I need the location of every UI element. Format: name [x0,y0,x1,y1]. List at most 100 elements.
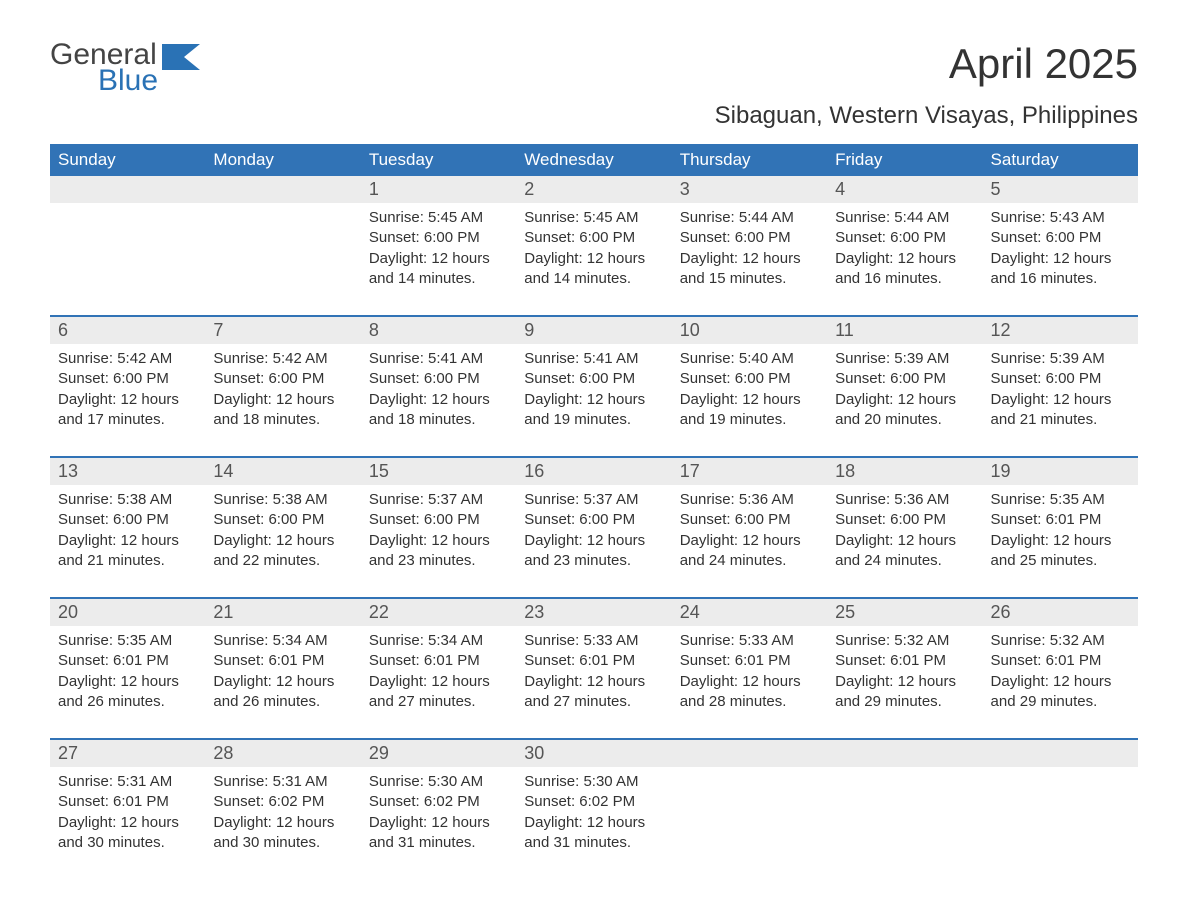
day-cell: Sunrise: 5:39 AMSunset: 6:00 PMDaylight:… [983,344,1138,434]
day-number: 6 [50,317,205,344]
day-cell: Sunrise: 5:45 AMSunset: 6:00 PMDaylight:… [361,203,516,293]
day-number: 24 [672,599,827,626]
sunrise-text: Sunrise: 5:36 AM [835,490,974,510]
day-cell: Sunrise: 5:30 AMSunset: 6:02 PMDaylight:… [361,767,516,857]
daylight-text: Daylight: 12 hours and 18 minutes. [369,390,508,431]
daylight-text: Daylight: 12 hours and 16 minutes. [835,249,974,290]
sunrise-text: Sunrise: 5:35 AM [58,631,197,651]
day-cell: Sunrise: 5:33 AMSunset: 6:01 PMDaylight:… [516,626,671,716]
day-number: 4 [827,176,982,203]
week-block: 13141516171819Sunrise: 5:38 AMSunset: 6:… [50,456,1138,575]
daylight-text: Daylight: 12 hours and 27 minutes. [369,672,508,713]
sunrise-text: Sunrise: 5:31 AM [58,772,197,792]
week-block: 6789101112Sunrise: 5:42 AMSunset: 6:00 P… [50,315,1138,434]
day-cell: Sunrise: 5:41 AMSunset: 6:00 PMDaylight:… [361,344,516,434]
daylight-text: Daylight: 12 hours and 24 minutes. [835,531,974,572]
day-number: 20 [50,599,205,626]
sunrise-text: Sunrise: 5:39 AM [991,349,1130,369]
sunrise-text: Sunrise: 5:43 AM [991,208,1130,228]
day-content-row: Sunrise: 5:31 AMSunset: 6:01 PMDaylight:… [50,767,1138,857]
sunrise-text: Sunrise: 5:44 AM [835,208,974,228]
day-number-row: 20212223242526 [50,599,1138,626]
day-cell: Sunrise: 5:33 AMSunset: 6:01 PMDaylight:… [672,626,827,716]
daylight-text: Daylight: 12 hours and 16 minutes. [991,249,1130,290]
day-cell: Sunrise: 5:37 AMSunset: 6:00 PMDaylight:… [361,485,516,575]
sunset-text: Sunset: 6:01 PM [213,651,352,671]
day-number: 22 [361,599,516,626]
day-cell: Sunrise: 5:36 AMSunset: 6:00 PMDaylight:… [672,485,827,575]
day-cell: Sunrise: 5:44 AMSunset: 6:00 PMDaylight:… [672,203,827,293]
day-number: 25 [827,599,982,626]
daylight-text: Daylight: 12 hours and 24 minutes. [680,531,819,572]
daylight-text: Daylight: 12 hours and 15 minutes. [680,249,819,290]
sunset-text: Sunset: 6:00 PM [369,369,508,389]
day-cell: Sunrise: 5:32 AMSunset: 6:01 PMDaylight:… [983,626,1138,716]
day-number: 12 [983,317,1138,344]
day-cell: Sunrise: 5:31 AMSunset: 6:01 PMDaylight:… [50,767,205,857]
logo-flag-icon [162,44,200,70]
day-number-row: 12345 [50,176,1138,203]
sunrise-text: Sunrise: 5:30 AM [369,772,508,792]
sunrise-text: Sunrise: 5:32 AM [835,631,974,651]
day-number: 23 [516,599,671,626]
day-number: 30 [516,740,671,767]
day-number: 8 [361,317,516,344]
day-content-row: Sunrise: 5:35 AMSunset: 6:01 PMDaylight:… [50,626,1138,716]
daylight-text: Daylight: 12 hours and 30 minutes. [58,813,197,854]
day-cell: Sunrise: 5:44 AMSunset: 6:00 PMDaylight:… [827,203,982,293]
logo-blue: Blue [98,66,158,96]
sunset-text: Sunset: 6:01 PM [835,651,974,671]
day-number: 5 [983,176,1138,203]
day-cell: Sunrise: 5:38 AMSunset: 6:00 PMDaylight:… [50,485,205,575]
day-number [983,740,1138,767]
day-cell: Sunrise: 5:41 AMSunset: 6:00 PMDaylight:… [516,344,671,434]
day-number [672,740,827,767]
day-cell: Sunrise: 5:45 AMSunset: 6:00 PMDaylight:… [516,203,671,293]
day-content-row: Sunrise: 5:45 AMSunset: 6:00 PMDaylight:… [50,203,1138,293]
daylight-text: Daylight: 12 hours and 31 minutes. [524,813,663,854]
page-title: April 2025 [949,40,1138,88]
sunrise-text: Sunrise: 5:34 AM [213,631,352,651]
sunset-text: Sunset: 6:00 PM [524,510,663,530]
daylight-text: Daylight: 12 hours and 20 minutes. [835,390,974,431]
daylight-text: Daylight: 12 hours and 19 minutes. [524,390,663,431]
day-cell: Sunrise: 5:34 AMSunset: 6:01 PMDaylight:… [361,626,516,716]
sunrise-text: Sunrise: 5:38 AM [58,490,197,510]
daylight-text: Daylight: 12 hours and 14 minutes. [369,249,508,290]
sunrise-text: Sunrise: 5:44 AM [680,208,819,228]
sunset-text: Sunset: 6:01 PM [524,651,663,671]
sunrise-text: Sunrise: 5:34 AM [369,631,508,651]
day-cell: Sunrise: 5:35 AMSunset: 6:01 PMDaylight:… [983,485,1138,575]
sunset-text: Sunset: 6:00 PM [835,228,974,248]
week-block: 12345Sunrise: 5:45 AMSunset: 6:00 PMDayl… [50,176,1138,293]
day-number: 14 [205,458,360,485]
week-block: 27282930Sunrise: 5:31 AMSunset: 6:01 PMD… [50,738,1138,857]
daylight-text: Daylight: 12 hours and 23 minutes. [524,531,663,572]
day-cell: Sunrise: 5:39 AMSunset: 6:00 PMDaylight:… [827,344,982,434]
sunrise-text: Sunrise: 5:35 AM [991,490,1130,510]
day-content-row: Sunrise: 5:38 AMSunset: 6:00 PMDaylight:… [50,485,1138,575]
day-number-row: 6789101112 [50,317,1138,344]
day-number: 9 [516,317,671,344]
day-number: 11 [827,317,982,344]
daylight-text: Daylight: 12 hours and 29 minutes. [991,672,1130,713]
sunset-text: Sunset: 6:00 PM [213,369,352,389]
weekday-header: Sunday Monday Tuesday Wednesday Thursday… [50,144,1138,176]
sunset-text: Sunset: 6:00 PM [835,369,974,389]
sunset-text: Sunset: 6:01 PM [58,651,197,671]
day-number: 1 [361,176,516,203]
sunset-text: Sunset: 6:00 PM [835,510,974,530]
daylight-text: Daylight: 12 hours and 21 minutes. [991,390,1130,431]
sunrise-text: Sunrise: 5:32 AM [991,631,1130,651]
sunrise-text: Sunrise: 5:33 AM [680,631,819,651]
sunset-text: Sunset: 6:00 PM [524,369,663,389]
day-number: 29 [361,740,516,767]
day-number: 19 [983,458,1138,485]
sunrise-text: Sunrise: 5:45 AM [524,208,663,228]
day-number [205,176,360,203]
day-number: 2 [516,176,671,203]
sunset-text: Sunset: 6:00 PM [991,228,1130,248]
day-number: 28 [205,740,360,767]
day-number: 10 [672,317,827,344]
sunrise-text: Sunrise: 5:38 AM [213,490,352,510]
